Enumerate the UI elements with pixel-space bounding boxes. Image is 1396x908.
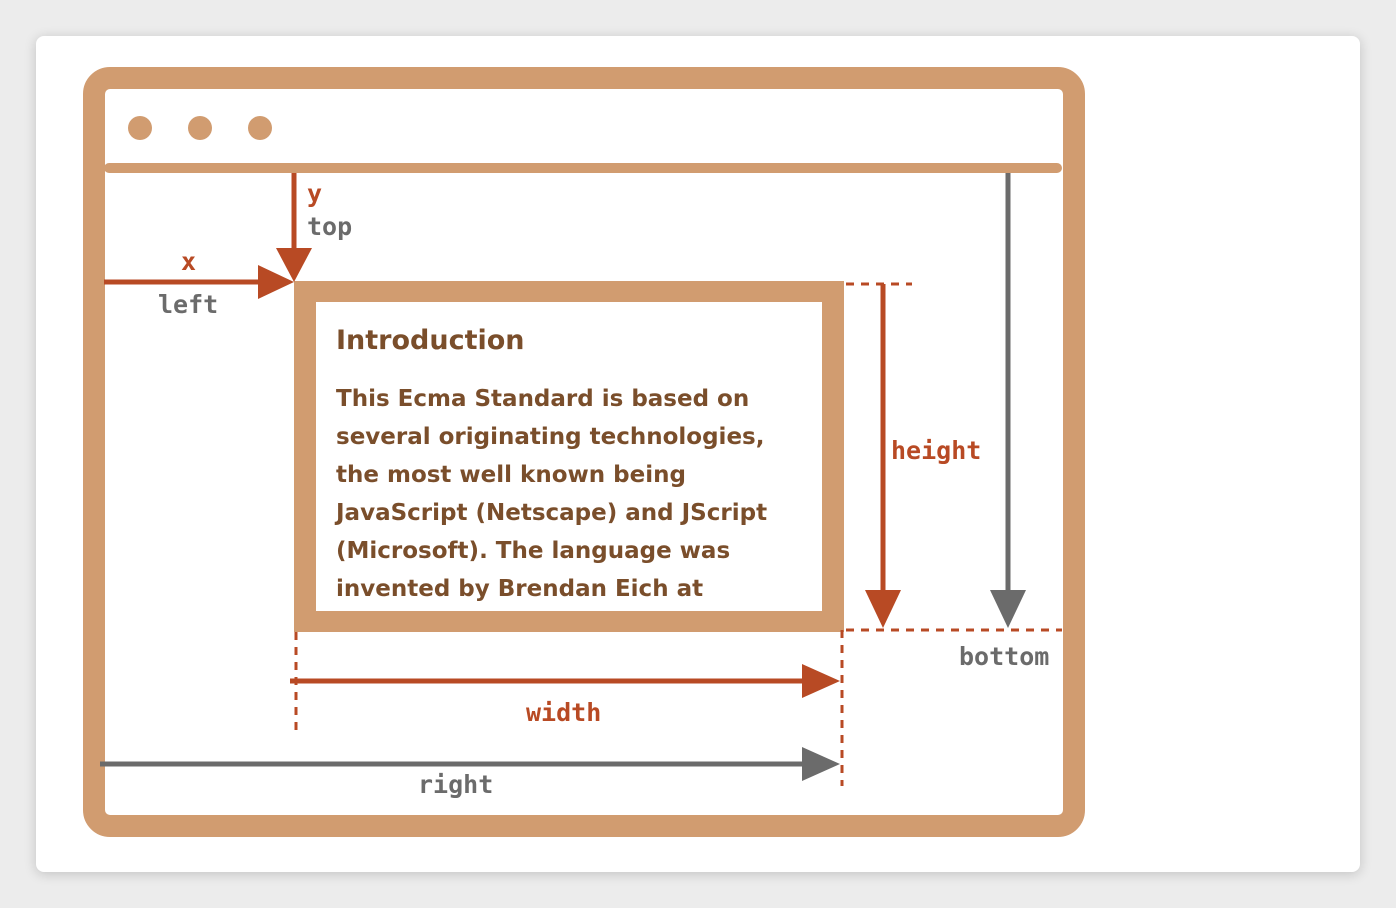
window-dot-icon [188, 116, 212, 140]
top-label: top [307, 212, 352, 241]
bottom-arrow-head [990, 590, 1026, 628]
x-label: x [181, 247, 196, 276]
element-content: Introduction This Ecma Standard is based… [316, 302, 822, 611]
right-arrow-head [802, 747, 840, 781]
height-arrow-head [865, 590, 901, 628]
width-label: width [526, 698, 601, 727]
left-label: left [158, 290, 218, 319]
bottom-label: bottom [959, 642, 1049, 671]
y-arrow-head [276, 248, 312, 282]
window-dot-icon [248, 116, 272, 140]
content-text: This Ecma Standard is based on several o… [336, 386, 768, 602]
width-arrow-head [802, 664, 840, 698]
right-label: right [418, 770, 493, 799]
height-label: height [891, 436, 981, 465]
x-arrow-head [258, 265, 294, 299]
y-label: y [307, 179, 322, 208]
window-dot-icon [128, 116, 152, 140]
title-bar-separator [104, 163, 1062, 173]
content-title: Introduction [336, 325, 525, 356]
